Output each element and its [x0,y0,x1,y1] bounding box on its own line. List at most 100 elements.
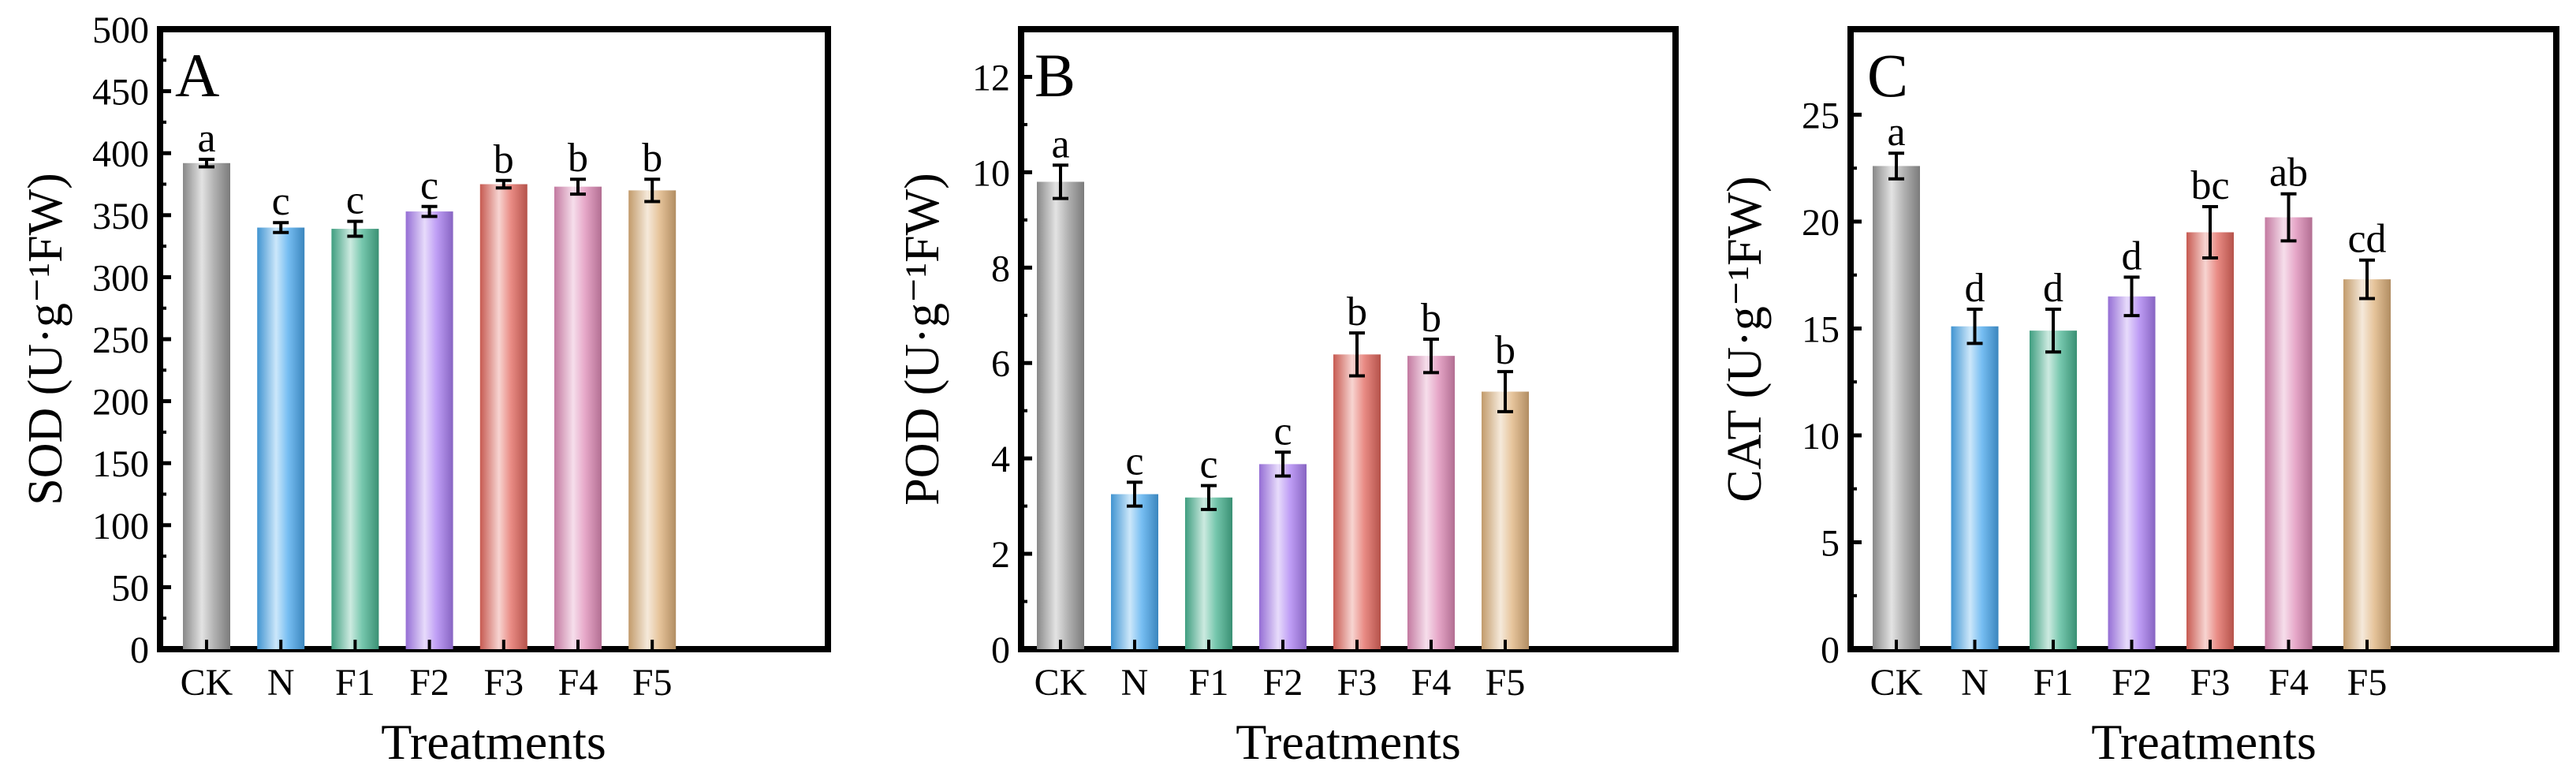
y-tick-label: 0 [991,629,1010,671]
bar-f2 [2108,296,2156,649]
panel-a-xlabel: Treatments [381,714,606,770]
bar-f5 [1482,391,1529,649]
panel-b-label: B [1035,41,1076,110]
panel-b-x-axis: CK N F1 F2 F3 F4 F5 [1035,640,1526,704]
x-tick-label: F5 [2347,662,2388,704]
bar-n [257,227,305,649]
significance-label: c [420,163,438,208]
panel-c-ylabel: CAT (U·g⁻¹FW) [1718,176,1772,502]
x-tick-label: F1 [335,662,375,704]
x-tick-label: F2 [409,662,449,704]
significance-label: d [1965,266,1985,311]
bar-f4 [1407,356,1455,649]
x-tick-label: N [267,662,295,704]
bar-ck [1873,166,1920,650]
x-tick-label: F5 [1486,662,1526,704]
bar-n [1951,326,1999,649]
significance-label: d [2122,233,2142,278]
panel-b-bars: a c c c b b b [1037,121,1529,649]
significance-label: b [494,137,514,182]
significance-label: b [1347,289,1367,334]
x-tick-label: N [1961,662,1989,704]
y-tick-label: 25 [1802,95,1840,136]
panel-b-xlabel: Treatments [1236,714,1461,770]
x-tick-label: F2 [1263,662,1303,704]
bar-f5 [628,190,677,650]
x-tick-label: F1 [2034,662,2074,704]
y-tick-label: 12 [972,57,1010,99]
significance-label: ab [2269,151,2308,196]
y-tick-label: 5 [1821,522,1840,564]
significance-label: b [568,136,588,181]
significance-label: bc [2190,163,2229,208]
y-tick-label: 250 [92,319,149,361]
bar-n [1111,494,1158,649]
panel-c: C CAT (U·g⁻¹FW) Treatments 0 5 10 15 20 25 a d… [1718,26,2559,770]
significance-label: b [1495,328,1515,373]
y-tick-label: 4 [991,439,1010,480]
y-tick-label: 2 [991,534,1010,576]
bar-f1 [2030,330,2077,649]
significance-label: c [1125,439,1143,484]
panel-a-bars: a c c c b b b [183,116,677,650]
significance-label: b [1421,296,1441,341]
significance-label: a [1051,121,1069,166]
y-tick-label: 10 [1802,416,1840,457]
bar-f1 [331,229,379,649]
y-tick-label: 6 [991,343,1010,385]
significance-label: d [2043,266,2063,311]
y-tick-label: 350 [92,196,149,237]
significance-label: c [1273,409,1292,454]
x-tick-label: F3 [1337,662,1377,704]
significance-label: c [272,179,290,224]
significance-label: a [197,116,215,161]
x-tick-label: F4 [558,662,598,704]
y-tick-label: 50 [111,567,149,609]
y-tick-label: 8 [991,248,1010,289]
y-tick-label: 0 [1821,629,1840,671]
bar-ck [183,162,230,649]
y-tick-label: 150 [92,443,149,485]
bar-f5 [2343,279,2391,649]
panel-c-label: C [1867,41,1908,110]
bar-ck [1037,181,1084,649]
y-tick-label: 200 [92,382,149,424]
significance-label: a [1887,110,1905,155]
x-tick-label: F3 [483,662,524,704]
panel-b-ylabel: POD (U·g⁻¹FW) [896,173,949,506]
x-tick-label: F4 [1411,662,1452,704]
bar-f1 [1185,497,1232,649]
bar-f4 [2265,217,2313,649]
x-tick-label: F2 [2112,662,2152,704]
y-tick-label: 100 [92,506,149,547]
x-tick-label: CK [181,662,233,704]
panel-b: B POD (U·g⁻¹FW) Treatments 0 2 4 6 8 10 12 a c c… [896,26,1679,770]
bar-f3 [2186,232,2234,649]
x-tick-label: CK [1035,662,1087,704]
x-tick-label: F3 [2190,662,2231,704]
panel-a: A SOD (U·g⁻¹FW) Treatments 0 50 100 150 200 2… [19,9,831,770]
panel-c-y-axis: 0 5 10 15 20 25 [1802,95,1862,671]
bar-f2 [1259,464,1307,649]
y-tick-label: 15 [1802,308,1840,350]
significance-label: c [346,178,364,223]
panel-c-x-axis: CK N F1 F2 F3 F4 F5 [1870,640,2388,704]
bar-f4 [554,186,602,650]
panel-a-x-axis: CK N F1 F2 F3 F4 F5 [181,640,673,704]
y-tick-label: 450 [92,72,149,114]
x-tick-label: F4 [2268,662,2309,704]
panel-a-y-axis: 0 50 100 150 200 250 300 350 400 450 500 [92,9,171,671]
panel-b-y-axis: 0 2 4 6 8 10 12 [972,57,1032,671]
panel-c-xlabel: Treatments [2091,714,2317,770]
y-tick-label: 20 [1802,202,1840,244]
panel-a-label: A [175,41,219,110]
significance-label: b [642,136,662,181]
x-tick-label: F5 [632,662,673,704]
significance-label: cd [2347,217,2386,262]
panel-a-ylabel: SOD (U·g⁻¹FW) [19,173,73,506]
y-tick-label: 400 [92,133,149,175]
x-tick-label: F1 [1189,662,1229,704]
significance-label: c [1199,443,1217,487]
